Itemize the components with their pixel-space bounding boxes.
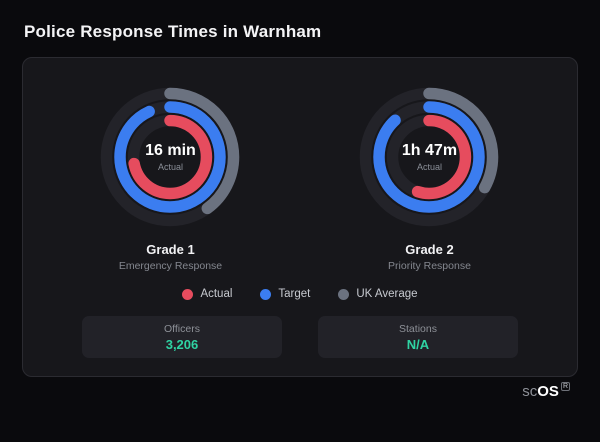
- stat-label: Stations: [399, 322, 437, 335]
- response-times-card: 16 min Actual Grade 1 Emergency Response…: [22, 57, 578, 377]
- gauge-subtitle: Priority Response: [388, 260, 471, 272]
- gauge-grade-1: 16 min Actual Grade 1 Emergency Response: [51, 82, 289, 272]
- legend-dot-target-icon: [260, 288, 272, 300]
- stat-officers: Officers 3,206: [82, 316, 282, 358]
- gauge-title: Grade 2: [405, 242, 454, 257]
- gauge-chart-grade-2: 1h 47m Actual: [354, 82, 504, 232]
- legend-label: Target: [278, 288, 311, 300]
- gauge-subtitle: Emergency Response: [118, 260, 223, 272]
- page-title: Police Response Times in Warnham: [24, 22, 322, 41]
- legend: Actual Target UK Average: [41, 288, 559, 300]
- radial-gauge-svg: [360, 87, 499, 227]
- logo-text-bold: OS: [537, 383, 559, 400]
- legend-dot-actual-icon: [182, 288, 194, 300]
- legend-label: UK Average: [356, 288, 418, 300]
- logo-text-muted: sc: [522, 383, 538, 400]
- scos-logo: scOS R: [0, 382, 570, 400]
- legend-label: Actual: [200, 288, 233, 300]
- legend-item-actual[interactable]: Actual: [182, 288, 232, 300]
- legend-item-target[interactable]: Target: [260, 288, 310, 300]
- radial-gauge-svg: [101, 87, 240, 227]
- gauge-title: Grade 1: [146, 242, 195, 257]
- stats-row: Officers 3,206 Stations N/A: [41, 316, 559, 358]
- gauges-row: 16 min Actual Grade 1 Emergency Response…: [41, 82, 559, 272]
- stat-value: 3,206: [165, 336, 199, 352]
- legend-dot-uk-average-icon: [338, 288, 350, 300]
- gauge-grade-2: 1h 47m Actual Grade 2 Priority Response: [310, 82, 548, 272]
- gauge-chart-grade-1: 16 min Actual: [95, 82, 245, 232]
- legend-item-uk-average[interactable]: UK Average: [338, 288, 418, 300]
- stat-value: N/A: [406, 336, 430, 352]
- registered-trademark-icon: R: [560, 382, 570, 391]
- stat-stations: Stations N/A: [318, 316, 518, 358]
- stat-label: Officers: [164, 322, 200, 335]
